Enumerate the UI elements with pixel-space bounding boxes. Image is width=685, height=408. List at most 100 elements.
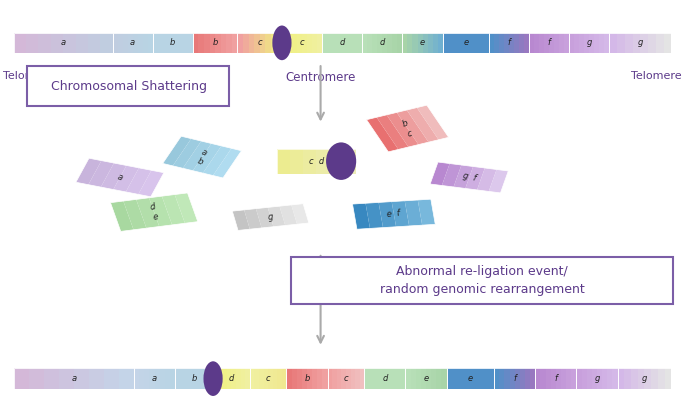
Bar	[599, 33, 604, 53]
Text: b: b	[170, 38, 175, 47]
Text: e: e	[420, 38, 425, 47]
Bar	[327, 33, 332, 53]
Bar	[222, 368, 227, 389]
Bar	[153, 33, 193, 53]
Bar	[175, 368, 213, 389]
Bar	[213, 368, 250, 389]
Bar	[14, 33, 112, 53]
Bar	[138, 170, 164, 197]
Bar	[88, 33, 100, 53]
Bar	[412, 33, 418, 53]
Bar	[539, 33, 544, 53]
Bar	[123, 200, 147, 230]
Bar	[403, 33, 443, 53]
Bar	[249, 33, 254, 53]
Bar	[75, 33, 88, 53]
Text: g: g	[595, 374, 599, 383]
Bar	[189, 368, 194, 389]
Bar	[514, 368, 520, 389]
Text: c: c	[344, 374, 348, 383]
Bar	[638, 368, 645, 389]
Bar	[640, 33, 648, 53]
Bar	[264, 368, 268, 389]
Bar	[447, 368, 494, 389]
Bar	[145, 368, 149, 389]
Bar	[287, 33, 292, 53]
Bar	[268, 206, 285, 227]
Bar	[297, 33, 302, 53]
Bar	[312, 33, 317, 53]
Bar	[180, 368, 184, 389]
Bar	[482, 368, 488, 389]
Bar	[545, 368, 551, 389]
Bar	[586, 368, 592, 389]
Bar	[29, 368, 44, 389]
Bar	[178, 33, 183, 53]
Bar	[477, 33, 483, 53]
Bar	[520, 368, 525, 389]
Bar	[213, 368, 218, 389]
Bar	[139, 368, 145, 389]
Bar	[213, 148, 242, 178]
Bar	[551, 368, 556, 389]
Bar	[364, 368, 369, 389]
Bar	[193, 33, 238, 53]
Bar	[26, 33, 38, 53]
Bar	[397, 33, 403, 53]
Bar	[576, 368, 582, 389]
Bar	[14, 368, 134, 389]
Bar	[426, 368, 431, 389]
Bar	[76, 158, 101, 185]
Bar	[100, 33, 112, 53]
Bar	[405, 200, 422, 226]
Bar	[392, 201, 409, 227]
Bar	[460, 33, 466, 53]
Bar	[286, 368, 292, 389]
Bar	[379, 202, 396, 228]
Bar	[358, 33, 362, 53]
Bar	[162, 136, 191, 166]
Bar	[134, 368, 139, 389]
Bar	[133, 33, 138, 53]
Bar	[406, 368, 447, 389]
Text: d: d	[379, 38, 385, 47]
Bar	[658, 368, 664, 389]
Bar	[332, 368, 337, 389]
Bar	[268, 368, 273, 389]
Bar	[240, 368, 245, 389]
Bar	[612, 368, 617, 389]
Bar	[393, 33, 397, 53]
Bar	[499, 33, 504, 53]
Bar	[245, 368, 250, 389]
Ellipse shape	[273, 25, 292, 60]
Bar	[282, 368, 286, 389]
Bar	[327, 368, 364, 389]
Text: c: c	[258, 38, 262, 47]
Text: e  f: e f	[387, 209, 401, 220]
Bar	[556, 368, 561, 389]
Bar	[504, 368, 510, 389]
Bar	[238, 33, 243, 53]
Text: a: a	[152, 374, 157, 383]
Text: b: b	[191, 374, 197, 383]
Bar	[282, 33, 287, 53]
Bar	[367, 33, 373, 53]
Bar	[554, 33, 559, 53]
Bar	[423, 33, 427, 53]
Bar	[277, 149, 290, 174]
Bar	[322, 33, 362, 53]
Bar	[571, 368, 576, 389]
Bar	[256, 207, 273, 228]
Bar	[347, 33, 352, 53]
Bar	[373, 33, 377, 53]
Bar	[153, 33, 158, 53]
Bar	[148, 33, 153, 53]
Bar	[385, 368, 390, 389]
Bar	[355, 368, 360, 389]
Bar	[89, 368, 104, 389]
Bar	[436, 368, 441, 389]
Bar	[430, 162, 449, 186]
Bar	[664, 33, 671, 53]
Text: a: a	[116, 173, 124, 182]
Bar	[465, 166, 485, 190]
